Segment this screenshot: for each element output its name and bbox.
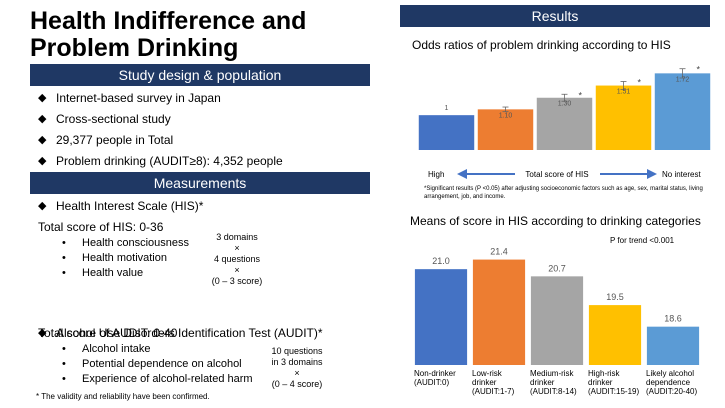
- note-line: 4 questions: [213, 254, 261, 264]
- item: Potential dependence on alcohol: [62, 357, 253, 372]
- value-label: 18.6: [664, 314, 682, 324]
- value-label: 1.30: [558, 101, 572, 108]
- bar: [472, 259, 526, 365]
- chart-title: Means of score in HIS according to drink…: [410, 214, 701, 228]
- error-bar: [502, 106, 509, 113]
- x-tick-label: Low-risk drinker (AUDIT:1-7): [472, 369, 515, 396]
- significance-mark: *: [697, 65, 701, 75]
- bar: [414, 269, 468, 365]
- section-heading: Study design & population: [30, 64, 370, 86]
- value-label: 19.5: [606, 292, 624, 302]
- chart-footnote: *Significant results (P <0.05) after adj…: [424, 186, 703, 200]
- item: Health consciousness: [62, 236, 189, 251]
- bar: [530, 276, 584, 365]
- bar: [595, 85, 652, 150]
- note-line: (0 – 3 score): [211, 276, 263, 286]
- value-label: 21.4: [490, 247, 508, 257]
- axis-label: Total score of HIS: [525, 170, 588, 179]
- x-tick-label: Medium-risk drinker (AUDIT:8-14): [530, 369, 577, 396]
- section-heading: Measurements: [30, 172, 370, 194]
- axis-label: High: [428, 170, 444, 179]
- note-line: ×: [294, 368, 300, 378]
- bullet: 29,377 people in Total: [38, 130, 378, 151]
- error-bar: [561, 93, 568, 102]
- value-label: 1: [445, 105, 449, 112]
- item: Health value: [62, 266, 189, 281]
- note-line: (0 – 4 score): [271, 379, 323, 389]
- bullet: Alcohol Use Disorders Identification Tes…: [38, 323, 725, 344]
- bar: [536, 97, 593, 150]
- bullet: Cross-sectional study: [38, 109, 378, 130]
- score-range: Total score of AUDIT: 0-40: [38, 326, 178, 340]
- x-tick-label: Likely alcohol dependence (AUDIT:20-40): [646, 369, 698, 396]
- item-list: Alcohol intake Potential dependence on a…: [62, 342, 253, 387]
- scoring-note: 3 domains × 4 questions × (0 – 3 score): [202, 232, 272, 287]
- bar: [646, 326, 700, 365]
- x-tick-label: Non-drinker (AUDIT:0): [414, 369, 456, 387]
- footnote: * The validity and reliability have been…: [36, 392, 210, 401]
- note-line: ×: [234, 243, 240, 253]
- bar: [477, 109, 534, 150]
- chart-title: Odds ratios of problem drinking accordin…: [412, 38, 671, 52]
- item: Alcohol intake: [62, 342, 253, 357]
- note-line: ×: [234, 265, 240, 275]
- chart-annotation: P for trend <0.001: [610, 236, 675, 245]
- x-tick-label: High-risk drinker (AUDIT:15-19): [588, 369, 640, 396]
- error-bar: [620, 81, 627, 91]
- bar: [588, 305, 642, 365]
- axis-label: No interest: [662, 170, 701, 179]
- score-range: Total score of HIS: 0-36: [38, 220, 164, 234]
- bullet: Problem drinking (AUDIT≥8): 4,352 people: [38, 151, 378, 172]
- bullet: Health Interest Scale (HIS)*: [38, 196, 725, 217]
- note-line: in 3 domains: [271, 357, 323, 367]
- value-label: 1.72: [676, 76, 690, 83]
- bullet-list: Internet-based survey in Japan Cross-sec…: [38, 88, 378, 172]
- item: Experience of alcohol-related harm: [62, 372, 253, 387]
- scoring-note: 10 questions in 3 domains × (0 – 4 score…: [262, 346, 332, 390]
- note-line: 10 questions: [271, 346, 323, 356]
- bar: [418, 115, 475, 150]
- item: Health motivation: [62, 251, 189, 266]
- error-bar: [679, 68, 686, 79]
- note-line: 3 domains: [216, 232, 258, 242]
- poster-title: Health Indifference and Problem Drinking: [30, 7, 307, 62]
- bar: [654, 73, 711, 150]
- value-label: 21.0: [432, 256, 450, 266]
- section-heading: Results: [400, 5, 710, 27]
- significance-mark: *: [638, 77, 642, 87]
- item-list: Health consciousness Health motivation H…: [62, 236, 189, 281]
- value-label: 1.51: [617, 89, 631, 96]
- value-label: 1.10: [499, 112, 513, 119]
- significance-mark: *: [579, 90, 583, 100]
- value-label: 20.7: [548, 263, 566, 273]
- bullet: Internet-based survey in Japan: [38, 88, 378, 109]
